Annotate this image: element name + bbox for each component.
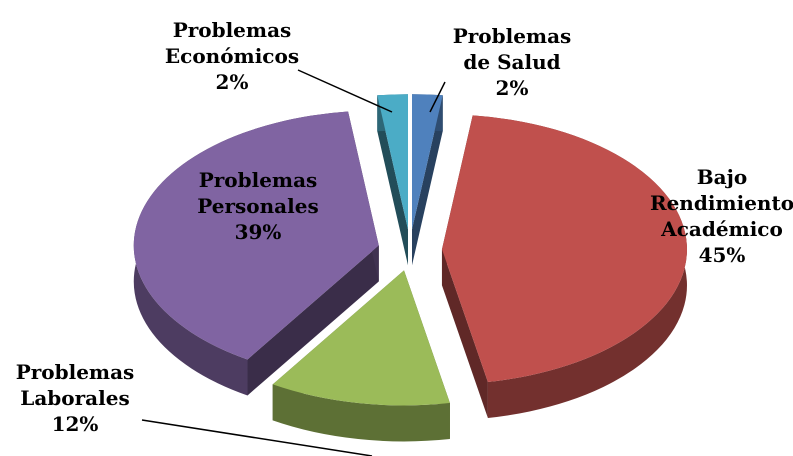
pie-slice [412,94,443,230]
category-label: Problemas Personales [197,168,319,218]
slice-side [247,245,379,396]
value-label: 39% [234,220,282,244]
slice-side [412,95,443,266]
slice-label: Problemas Personales 39% [197,167,318,245]
slice-label: Problemas de Salud 2% [453,23,572,101]
slice-label: Problemas Económicos 2% [165,17,299,95]
category-label: Bajo Rendimiento Académico [649,165,793,241]
leader-line [141,419,373,456]
value-label: 2% [215,70,249,94]
slice-label: Problemas Laborales 12% [16,359,135,437]
category-label: Problemas Económicos [164,18,300,68]
slice-side [377,95,408,266]
slice-label: Bajo Rendimiento Académico 45% [650,164,793,268]
value-label: 2% [495,76,529,100]
pie-slice [133,111,379,360]
pie-slice [377,94,408,230]
leader-line [297,69,393,113]
category-label: Problemas Laborales [15,360,135,410]
value-label: 45% [698,243,746,267]
pie-slice [441,115,687,382]
slices [133,94,687,442]
category-label: Problemas de Salud [452,24,572,74]
slice-side [441,249,488,418]
leader-line [429,81,446,113]
slice-wall [272,384,450,442]
value-label: 12% [51,412,99,436]
pie-slice [272,270,450,406]
